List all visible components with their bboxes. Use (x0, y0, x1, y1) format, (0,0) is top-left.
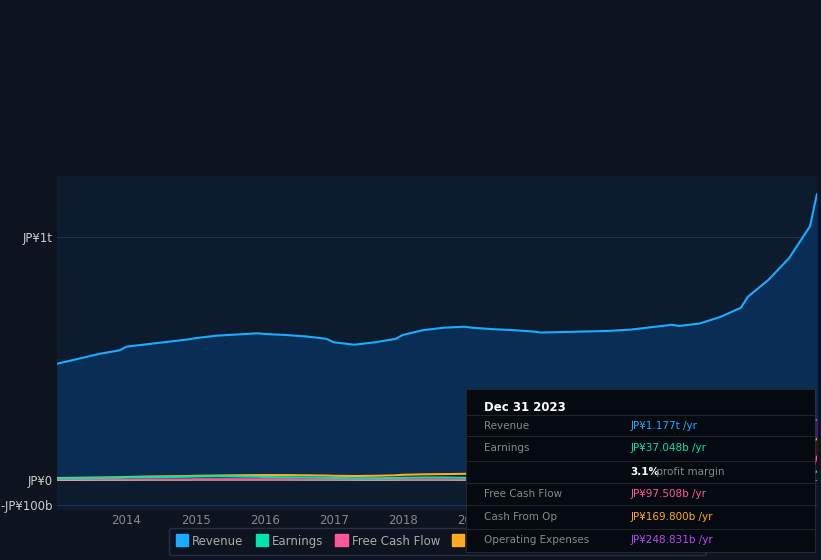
Text: 3.1%: 3.1% (631, 467, 659, 477)
Text: JP¥1.177t /yr: JP¥1.177t /yr (631, 421, 697, 431)
Text: JP¥248.831b /yr: JP¥248.831b /yr (631, 535, 713, 545)
Text: Operating Expenses: Operating Expenses (484, 535, 589, 545)
Text: JP¥169.800b /yr: JP¥169.800b /yr (631, 512, 713, 522)
Text: JP¥97.508b /yr: JP¥97.508b /yr (631, 489, 706, 499)
Text: Earnings: Earnings (484, 444, 530, 454)
Text: Dec 31 2023: Dec 31 2023 (484, 400, 566, 414)
Legend: Revenue, Earnings, Free Cash Flow, Cash From Op, Operating Expenses: Revenue, Earnings, Free Cash Flow, Cash … (169, 528, 705, 556)
Text: Free Cash Flow: Free Cash Flow (484, 489, 562, 499)
Text: Cash From Op: Cash From Op (484, 512, 557, 522)
Text: Revenue: Revenue (484, 421, 529, 431)
Text: JP¥37.048b /yr: JP¥37.048b /yr (631, 444, 706, 454)
Text: profit margin: profit margin (653, 467, 724, 477)
